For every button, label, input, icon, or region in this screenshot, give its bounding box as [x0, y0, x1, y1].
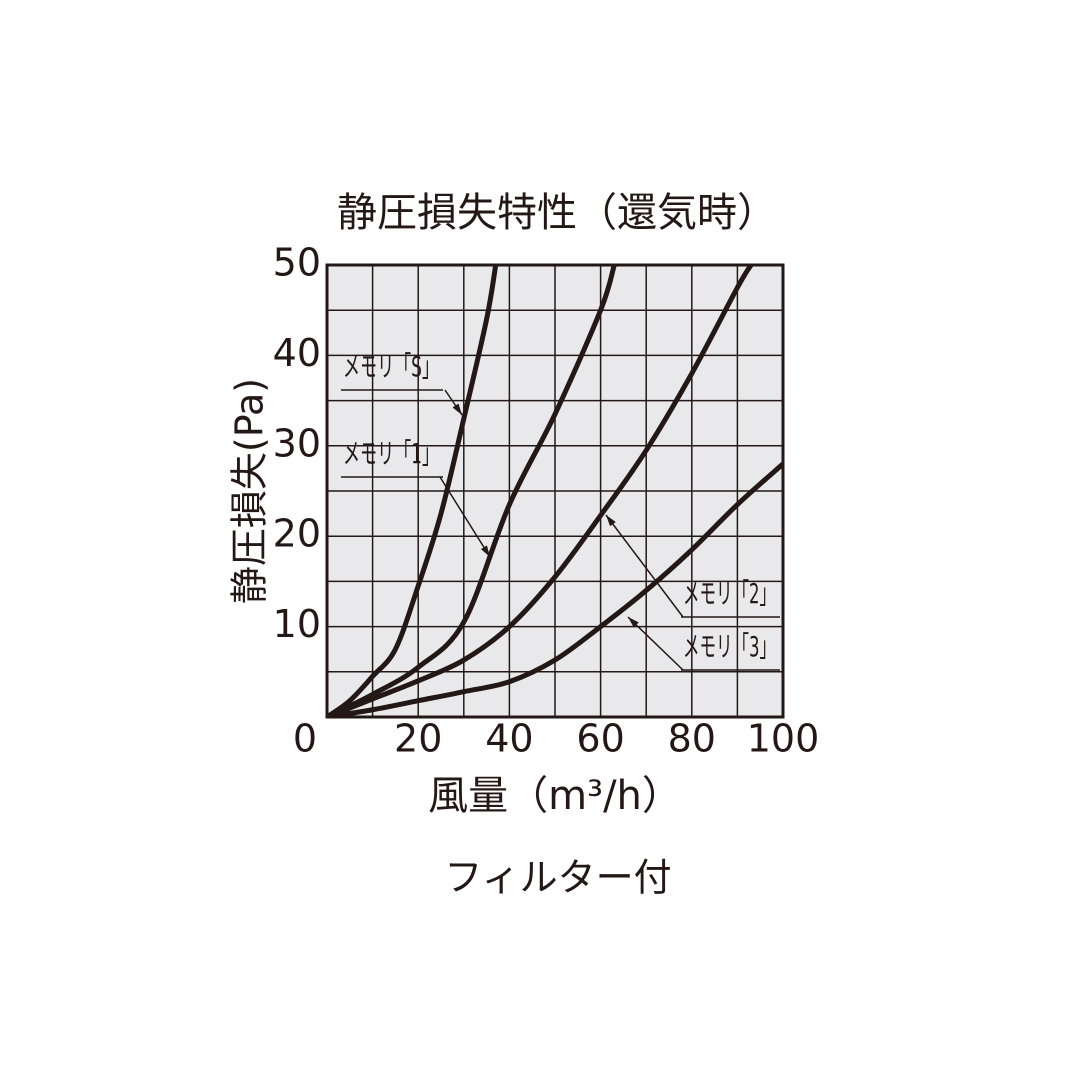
y-tick-label: 50 — [273, 241, 321, 285]
series-label: メモリ「S」 — [343, 350, 439, 383]
leader-line — [627, 616, 684, 671]
x-axis-label: 風量（m³/h） — [428, 773, 682, 819]
x-tick-label: 40 — [485, 717, 533, 761]
series-label: メモリ「2」 — [683, 577, 776, 610]
data-line — [327, 265, 499, 717]
chart-title: 静圧損失特性（還気時） — [337, 190, 777, 236]
y-tick-label: 20 — [273, 512, 321, 556]
footnote: フィルター付 — [444, 856, 671, 900]
plot-frame — [325, 263, 785, 719]
y-axis-label: 静圧損失(Pa) — [228, 378, 272, 604]
x-tick-label: 20 — [394, 717, 442, 761]
data-line — [327, 462, 783, 717]
leader-arrow — [606, 515, 616, 527]
leader-line — [439, 476, 491, 558]
series-label: メモリ「1」 — [343, 437, 439, 470]
y-tick-label: 40 — [273, 331, 321, 375]
leader-arrow — [452, 403, 462, 415]
leader-arrow — [480, 545, 490, 557]
x-tick-label: 0 — [293, 717, 317, 761]
x-tick-label: 100 — [747, 717, 820, 761]
series-label: メモリ「3」 — [683, 630, 776, 663]
data-line — [327, 265, 754, 717]
x-tick-label: 60 — [576, 717, 624, 761]
leader-arrow — [628, 617, 639, 628]
x-tick-label: 80 — [668, 717, 716, 761]
leader-line — [605, 514, 684, 618]
data-line — [327, 265, 617, 717]
y-tick-label: 30 — [273, 421, 321, 465]
y-tick-label: 10 — [273, 602, 321, 646]
